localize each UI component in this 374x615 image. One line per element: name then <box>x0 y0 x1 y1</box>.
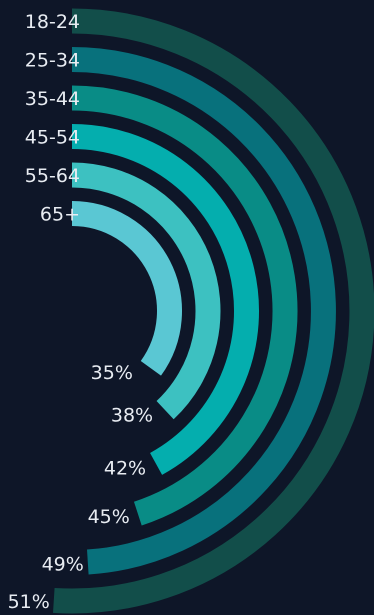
arc-55-64 <box>71 162 221 420</box>
category-labels: 18-24 25-34 35-44 45-54 55-64 65+ <box>25 11 80 226</box>
value-label-45-54: 42% <box>104 457 146 479</box>
category-label-35-44: 35-44 <box>25 88 80 110</box>
arc-25-34 <box>71 47 336 575</box>
value-label-18-24: 51% <box>8 591 50 613</box>
value-label-55-64: 38% <box>111 405 153 427</box>
category-label-65: 65+ <box>40 204 80 226</box>
category-label-45-54: 45-54 <box>25 127 80 149</box>
arc-45-54 <box>71 124 260 475</box>
category-label-25-34: 25-34 <box>25 50 80 72</box>
value-label-35-44: 45% <box>88 506 130 528</box>
value-labels: 51% 49% 45% 42% 38% 35% <box>8 362 154 613</box>
value-label-65: 35% <box>91 362 133 384</box>
category-label-55-64: 55-64 <box>25 165 80 187</box>
category-label-18-24: 18-24 <box>25 11 80 33</box>
value-label-25-34: 49% <box>42 554 84 576</box>
arc-65 <box>71 201 182 376</box>
arc-35-44 <box>71 85 298 526</box>
arcs-layer <box>53 8 374 614</box>
arc-18-24 <box>53 8 374 614</box>
